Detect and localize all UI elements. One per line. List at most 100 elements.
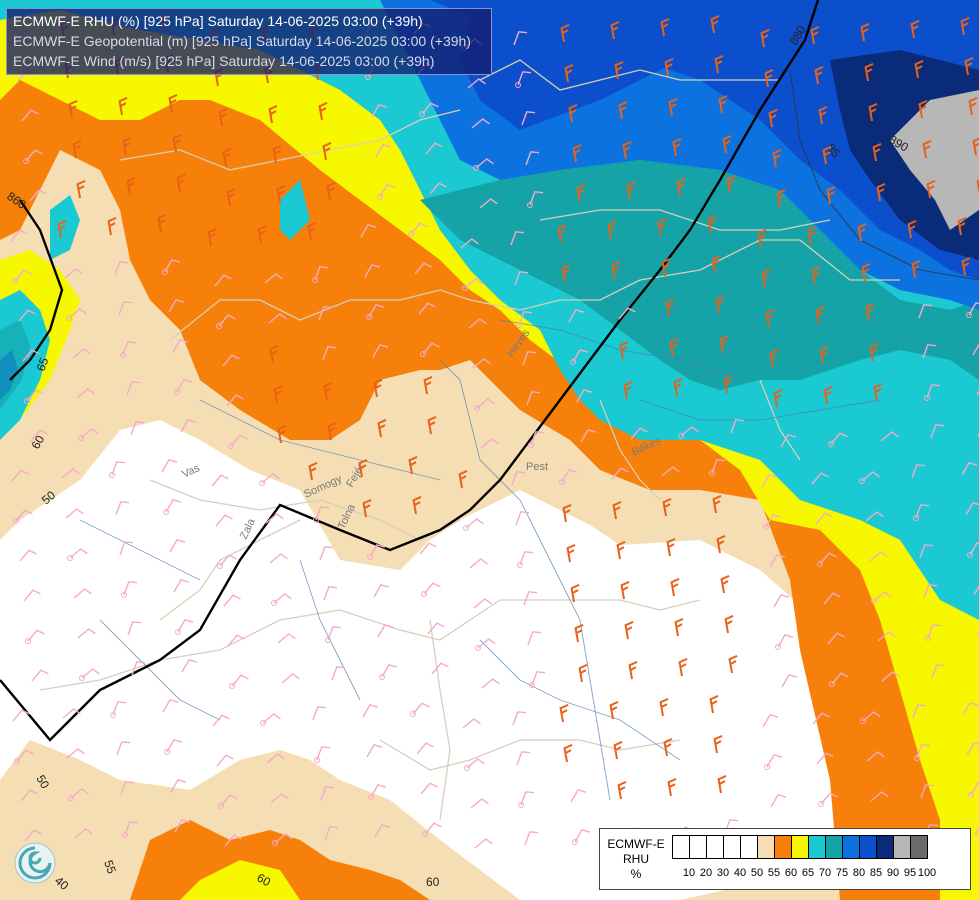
wind-barb — [873, 591, 892, 602]
wind-barb — [224, 834, 242, 847]
wind-barb — [474, 838, 493, 849]
wind-barb — [918, 304, 933, 319]
wind-barb — [618, 100, 628, 120]
wind-barb — [481, 678, 500, 689]
wind-barb — [269, 344, 279, 364]
rhu-band-75 — [420, 160, 979, 390]
logo-icon — [14, 842, 56, 884]
wind-barb — [473, 598, 492, 609]
wind-barb — [466, 758, 485, 769]
wind-barb — [831, 672, 849, 685]
wind-barb — [616, 540, 626, 560]
wind-barb — [214, 274, 232, 287]
calm-wind-marker — [68, 795, 74, 801]
wind-barb — [316, 746, 331, 761]
wind-barb — [760, 28, 770, 48]
legend-tick-label: 60 — [784, 867, 798, 879]
wind-barb — [427, 622, 445, 635]
calm-wind-marker — [410, 711, 416, 717]
calm-wind-marker — [775, 644, 781, 650]
wind-barb — [170, 779, 187, 793]
wind-barb — [421, 102, 439, 115]
wind-barb — [773, 388, 783, 408]
wind-barb — [777, 634, 794, 648]
wind-barb — [127, 621, 142, 636]
wind-barb — [230, 434, 248, 447]
wind-barb — [469, 558, 488, 569]
region-label-pest: Pest — [526, 461, 548, 473]
wind-barb — [881, 671, 900, 682]
wind-barb — [769, 554, 786, 568]
header-line-geopotential: ECMWF-E Geopotential (m) [925 hPa] Satur… — [13, 33, 471, 49]
wind-barb — [814, 65, 824, 85]
calm-wind-marker — [763, 524, 769, 530]
wind-barb — [812, 712, 830, 725]
wind-barb — [660, 17, 670, 37]
wind-barb — [676, 177, 686, 197]
wind-barb — [622, 140, 632, 160]
wind-barb — [974, 822, 979, 836]
calm-wind-marker — [366, 314, 372, 320]
legend-swatch — [791, 835, 809, 859]
wind-barb — [927, 624, 942, 639]
legend-title-variable: RHU — [623, 852, 649, 866]
wind-barb — [66, 748, 85, 759]
wind-barb — [475, 158, 494, 169]
wind-barb — [226, 187, 236, 207]
wind-barb — [926, 179, 936, 199]
wind-barb — [513, 31, 528, 46]
calm-wind-marker — [473, 165, 479, 171]
wind-barb — [968, 302, 979, 316]
wind-barb — [880, 431, 899, 442]
calm-wind-marker — [709, 470, 715, 476]
wind-barb — [713, 734, 723, 754]
wind-barb — [358, 458, 368, 478]
wind-barb — [118, 301, 133, 316]
wind-barb — [862, 711, 881, 722]
calm-wind-marker — [678, 433, 684, 439]
wind-barb — [667, 777, 677, 797]
wind-barb — [111, 461, 126, 476]
wind-barb — [326, 181, 336, 201]
wind-barb — [322, 141, 332, 161]
wind-barb — [172, 339, 189, 353]
wind-barb — [919, 544, 934, 559]
legend-swatch — [672, 835, 690, 859]
wind-barb — [720, 574, 730, 594]
wind-barb — [10, 229, 28, 242]
wind-barb — [719, 334, 729, 354]
wind-barb — [11, 469, 29, 482]
wind-barb — [609, 700, 619, 720]
wind-barb — [362, 704, 379, 718]
wind-barb — [314, 266, 329, 281]
wind-barb — [431, 662, 449, 675]
wind-barb — [315, 506, 330, 521]
wind-barb — [319, 546, 334, 561]
wind-barb — [830, 432, 848, 445]
wind-barb — [327, 626, 342, 641]
wind-barb — [362, 498, 372, 518]
wind-barb — [522, 351, 537, 366]
wind-barb — [73, 588, 92, 599]
wind-barb — [518, 311, 533, 326]
legend-swatch — [893, 835, 911, 859]
calm-wind-marker — [559, 479, 565, 485]
wind-barb — [860, 22, 870, 42]
wind-barb — [360, 224, 377, 238]
calm-wind-marker — [859, 478, 865, 484]
wind-barb — [559, 703, 569, 723]
wind-barb — [926, 384, 941, 399]
legend-swatch — [774, 835, 792, 859]
rivers — [79, 319, 881, 801]
wind-barb — [726, 174, 736, 194]
wind-barb — [26, 389, 44, 402]
wind-barb — [80, 428, 99, 439]
wind-barb — [29, 189, 47, 202]
legend-tick-label: 90 — [886, 867, 900, 879]
legend-tick-label: 50 — [750, 867, 764, 879]
wind-barb — [181, 659, 198, 673]
wind-barb — [766, 754, 783, 768]
legend-swatches — [672, 835, 928, 861]
wind-barb — [865, 302, 875, 322]
wind-barb — [780, 434, 797, 448]
